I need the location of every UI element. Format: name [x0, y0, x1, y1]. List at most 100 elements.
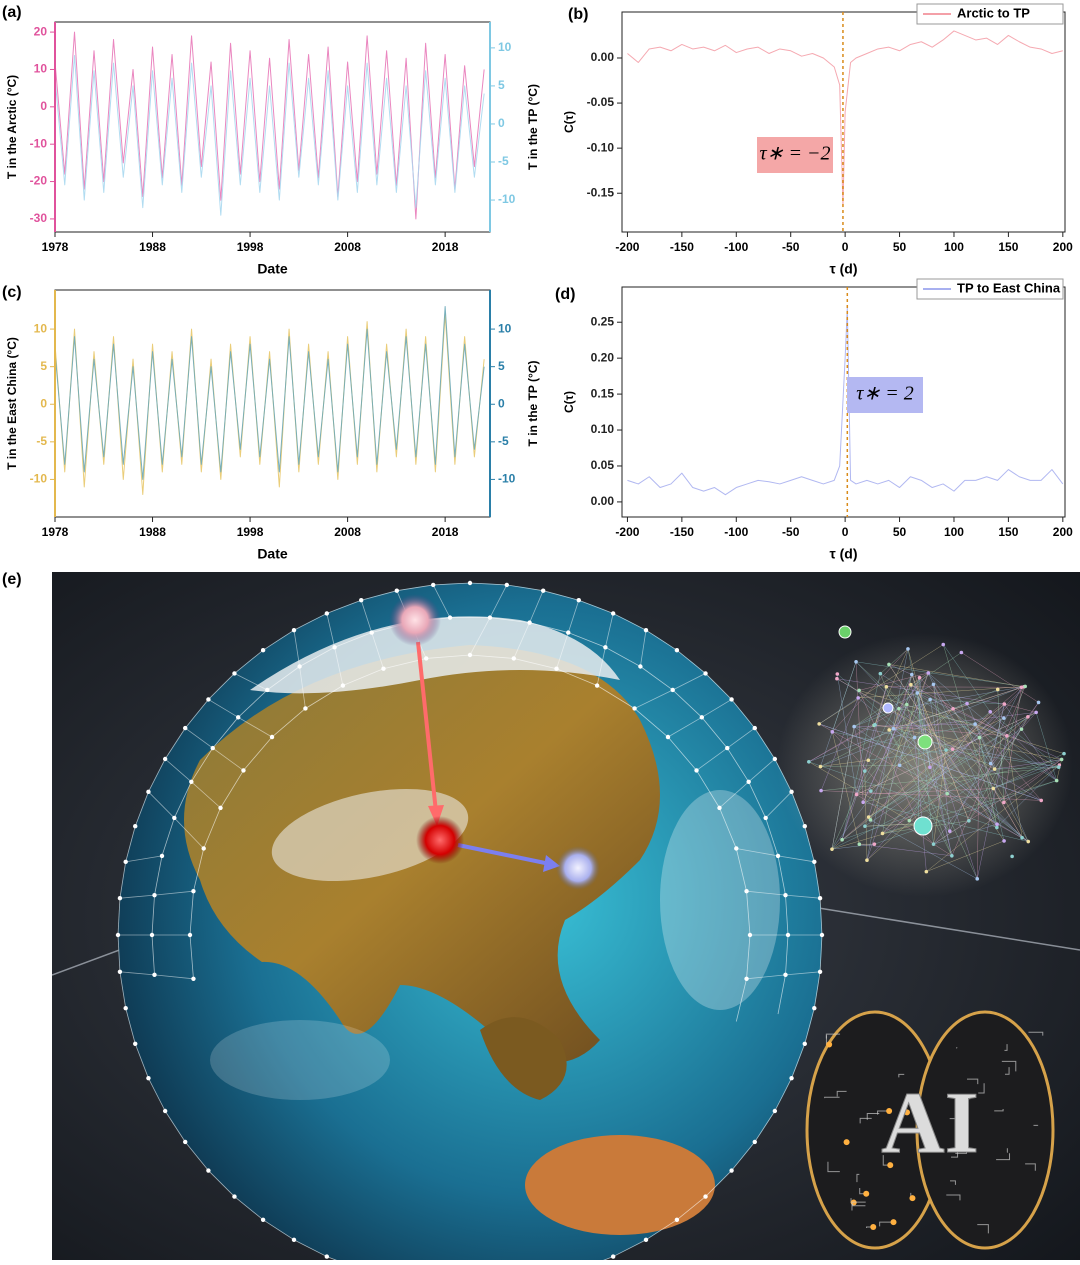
y-tick-label: 5 [40, 359, 47, 373]
mesh-node [270, 735, 274, 739]
mesh-node [448, 615, 452, 619]
network-node [1060, 758, 1064, 762]
network-node [819, 789, 823, 793]
x-tick-label: 0 [842, 240, 849, 254]
network-node [926, 671, 930, 675]
mesh-node [188, 933, 192, 937]
y-tick-label: 10 [34, 62, 48, 76]
x-axis-label: Date [257, 546, 288, 562]
x-tick-label: 150 [998, 525, 1018, 539]
network-node [1010, 855, 1014, 859]
network-node [944, 748, 948, 752]
x-tick-label: 1998 [237, 240, 264, 254]
x-tick-label: 150 [998, 240, 1018, 254]
mesh-node [611, 1254, 615, 1258]
y2-tick-label: -5 [498, 434, 509, 448]
panel-label: (b) [568, 6, 588, 23]
mesh-node [395, 588, 399, 592]
network-node [906, 647, 910, 651]
annotation: τ∗ = −2 [760, 143, 831, 165]
mesh-node [812, 1006, 816, 1010]
mesh-node [554, 667, 558, 671]
mesh-node [241, 768, 245, 772]
x-axis-label: τ (d) [829, 546, 857, 562]
mesh-node [163, 1109, 167, 1113]
network-node [1037, 701, 1041, 705]
network-node [948, 829, 952, 833]
y-tick-label: 10 [34, 321, 48, 335]
network-node [988, 710, 992, 714]
circuit-glow [909, 1195, 915, 1201]
x-axis-label: Date [257, 261, 288, 277]
panel-label: (d) [555, 286, 575, 303]
network-node [887, 728, 891, 732]
y-axis-label: T in the East China (°C) [5, 337, 19, 470]
y-tick-label: 0 [40, 396, 47, 410]
network-hub [918, 735, 932, 749]
x-tick-label: -200 [615, 525, 639, 539]
mesh-node [133, 824, 137, 828]
network-node [989, 762, 993, 766]
network-node [857, 689, 861, 693]
mesh-node [381, 667, 385, 671]
australia [525, 1135, 715, 1235]
network-node [852, 725, 856, 729]
node-east-china [556, 846, 600, 890]
mesh-node [595, 683, 599, 687]
x-tick-label: 2008 [334, 240, 361, 254]
network-node [861, 800, 865, 804]
y-tick-label: 0 [40, 99, 47, 113]
network-hub [914, 817, 932, 835]
network-node [928, 698, 932, 702]
x-axis-label: τ (d) [829, 261, 857, 277]
x-tick-label: -100 [724, 525, 748, 539]
y2-tick-label: -10 [498, 192, 516, 206]
network-node [863, 824, 867, 828]
x-tick-label: 100 [944, 240, 964, 254]
panel-label: (e) [2, 571, 22, 588]
network-node [830, 847, 834, 851]
network-node [978, 736, 982, 740]
network-node [873, 842, 877, 846]
circuit-glow [891, 1219, 897, 1225]
y-axis-label: T in the Arctic (°C) [5, 75, 19, 179]
network-node [817, 722, 821, 726]
mesh-node [146, 1076, 150, 1080]
x-tick-label: 1998 [237, 525, 264, 539]
y-tick-label: 0.05 [591, 458, 615, 472]
network-node [1005, 734, 1009, 738]
ai-label: AI [881, 1075, 979, 1172]
circuit-glow [870, 1224, 876, 1230]
y2-tick-label: 10 [498, 321, 512, 335]
network-node [950, 854, 954, 858]
mesh-node [512, 656, 516, 660]
panel-label: (c) [2, 284, 22, 301]
mesh-node [232, 1194, 236, 1198]
network-node [973, 722, 977, 726]
x-tick-label: -100 [724, 240, 748, 254]
network-node [1023, 685, 1027, 689]
y-tick-label: -10 [30, 472, 48, 486]
y-tick-label: -5 [36, 434, 47, 448]
network-node [941, 643, 945, 647]
network-node [995, 826, 999, 830]
network-node [1020, 727, 1024, 731]
y-tick-label: 0.15 [591, 386, 615, 400]
series-line [627, 31, 1062, 207]
panel-label: (a) [2, 4, 22, 21]
mesh-node [160, 854, 164, 858]
mesh-node [744, 977, 748, 981]
y-tick-label: 0.10 [591, 422, 615, 436]
mesh-node [734, 846, 738, 850]
mesh-node [341, 683, 345, 687]
y-tick-label: 0.20 [591, 350, 615, 364]
network-node [932, 683, 936, 687]
circuit-glow [863, 1191, 869, 1197]
network-node [892, 727, 896, 731]
series-line [627, 308, 1062, 495]
y2-tick-label: 0 [498, 396, 505, 410]
network-node [835, 677, 839, 681]
mesh-node [632, 706, 636, 710]
y-tick-label: -10 [30, 136, 48, 150]
network-node [975, 877, 979, 881]
